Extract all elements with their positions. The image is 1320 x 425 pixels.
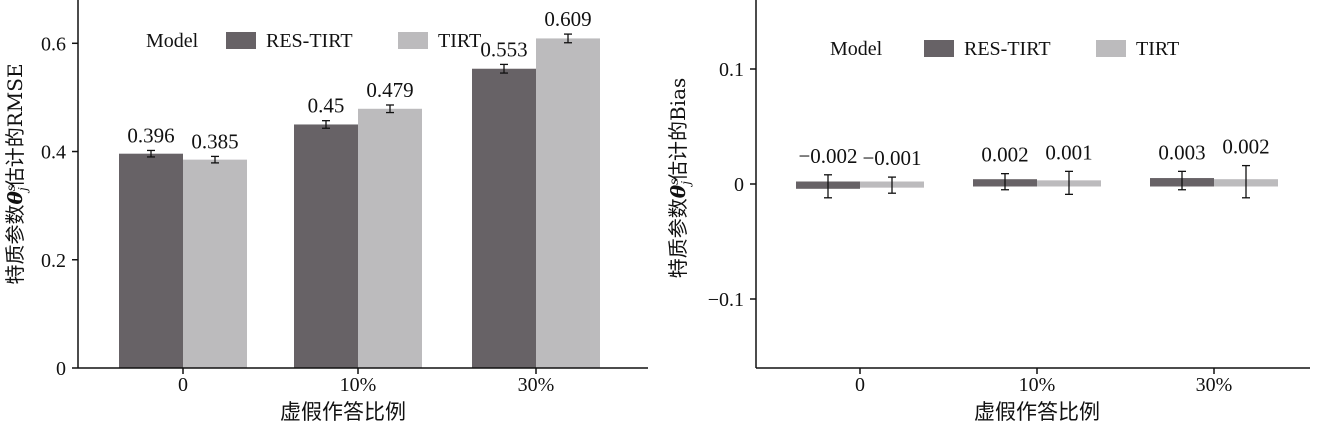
bias-error-bar (824, 174, 832, 199)
rmse-error-bar (564, 33, 572, 44)
rmse-legend: Model RES-TIRT TIRT (146, 30, 481, 52)
bias-y-axis-label-suffix: 估计的Bias (666, 78, 690, 181)
bias-y-tick-label: 0.1 (719, 59, 744, 81)
rmse-value-label: 0.385 (191, 129, 238, 153)
bias-legend-swatch-tirt (1096, 40, 1126, 57)
bias-y-axis-label-prefix: 特质参数 (666, 198, 690, 278)
rmse-panel: Model RES-TIRT TIRT 0.396 0.45 0.553 0.385 0… (3, 0, 648, 424)
bias-error-bar (888, 176, 896, 194)
rmse-bar-tirt (536, 38, 600, 369)
rmse-y-tick-label: 0.2 (41, 250, 66, 272)
bias-value-label: 0.001 (1045, 140, 1092, 164)
rmse-bar-tirt (183, 159, 247, 368)
rmse-y-axis-label-sub: j (16, 187, 30, 194)
rmse-legend-swatch-tirt (398, 32, 428, 49)
rmse-bar-res-tirt (472, 68, 536, 369)
bias-value-label: 0.002 (981, 143, 1028, 167)
rmse-legend-label-res-tirt: RES-TIRT (266, 30, 353, 52)
bias-panel: Model RES-TIRT TIRT −0.002 0.002 0.003 −0.0… (666, 0, 1310, 424)
bias-legend-label-res-tirt: RES-TIRT (964, 38, 1051, 60)
rmse-y-axis-label-symbol: θ (3, 191, 27, 205)
rmse-y-axis-label-sup: s (4, 185, 18, 191)
bias-legend: Model RES-TIRT TIRT (830, 38, 1179, 60)
bias-y-tick-label: 0 (734, 174, 744, 196)
bias-value-label: −0.002 (798, 144, 857, 168)
rmse-bar-res-tirt (294, 124, 358, 369)
bias-x-tick-label: 30% (1196, 374, 1233, 396)
bias-value-label: −0.001 (862, 146, 921, 170)
rmse-error-bar (147, 149, 155, 158)
rmse-error-bar (322, 120, 330, 129)
bias-value-label: 0.002 (1222, 135, 1269, 159)
rmse-x-tick-label: 30% (518, 374, 555, 396)
rmse-value-label: 0.609 (544, 7, 591, 31)
rmse-x-tick-label: 10% (340, 374, 377, 396)
bias-y-axis-label-sub: j (679, 181, 693, 188)
bias-y-axis-label-sup: s (667, 179, 681, 185)
rmse-y-axis-label-prefix: 特质参数 (3, 205, 27, 285)
rmse-legend-title: Model (146, 30, 199, 52)
rmse-y-tick-label: 0.6 (41, 33, 66, 55)
bias-x-tick-label: 0 (855, 374, 865, 396)
rmse-value-label: 0.479 (366, 78, 413, 102)
bias-x-tick-label: 10% (1019, 374, 1056, 396)
bias-x-axis-label: 虚假作答比例 (974, 400, 1100, 424)
rmse-y-tick-label: 0 (56, 358, 66, 380)
bias-error-bar (1242, 164, 1250, 199)
rmse-x-tick-label: 0 (178, 374, 188, 396)
bias-y-tick-label: −0.1 (708, 289, 744, 311)
rmse-error-bar (386, 104, 394, 114)
bias-legend-title: Model (830, 38, 883, 60)
rmse-error-bar (500, 63, 508, 74)
rmse-value-label: 0.553 (480, 37, 527, 61)
rmse-y-tick-label: 0.4 (41, 142, 66, 164)
rmse-y-axis-label: 特质参数θsj估计的RMSE (3, 63, 30, 284)
bias-error-bar (1178, 170, 1186, 191)
bias-legend-label-tirt: TIRT (1136, 38, 1179, 60)
rmse-error-bar (211, 155, 219, 164)
bias-y-axis-label: 特质参数θsj估计的Bias (666, 78, 693, 279)
rmse-legend-label-tirt: TIRT (438, 30, 481, 52)
rmse-bar-tirt (358, 108, 422, 368)
bias-value-label: 0.003 (1158, 140, 1205, 164)
bias-y-axis-label-symbol: θ (666, 184, 690, 198)
rmse-bar-res-tirt (119, 153, 183, 368)
rmse-legend-swatch-res-tirt (226, 32, 256, 49)
rmse-value-label: 0.45 (308, 94, 345, 118)
rmse-value-label: 0.396 (127, 123, 174, 147)
bias-legend-swatch-res-tirt (924, 40, 954, 57)
rmse-x-axis-label: 虚假作答比例 (280, 400, 406, 424)
bias-error-bar (1065, 170, 1073, 196)
bias-error-bar (1001, 172, 1009, 191)
rmse-y-axis-label-suffix: 估计的RMSE (3, 63, 27, 187)
